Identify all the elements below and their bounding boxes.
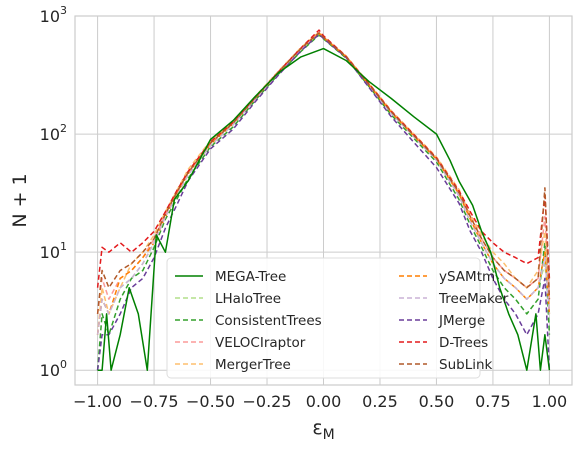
x-tick-label: 1.00 [532, 392, 568, 411]
x-tick-label: −0.50 [186, 392, 235, 411]
x-tick-labels: −1.00 −0.75 −0.50 −0.25 0.00 0.25 0.50 0.75 1.00 [73, 392, 567, 411]
x-tick-label: 0.25 [362, 392, 398, 411]
legend-label: TreeMaker [438, 291, 509, 307]
x-tick-label: 0.50 [419, 392, 455, 411]
legend: MEGA-Tree LHaloTree ConsistentTrees VELOCIr… [166, 257, 509, 379]
y-tick-base: 10 [40, 7, 60, 26]
y-tick-base: 10 [40, 361, 60, 380]
y-tick-label: 103 [40, 4, 67, 26]
y-tick-exponent: 2 [60, 122, 67, 135]
y-tick-base: 10 [40, 125, 60, 144]
legend-label: MEGA-Tree [215, 269, 286, 285]
y-tick-label: 100 [40, 358, 67, 380]
series-line-d-trees [96, 29, 551, 288]
series-line-consistenttrees [96, 34, 551, 371]
legend-label: ConsistentTrees [215, 313, 322, 329]
legend-label: SubLink [439, 357, 493, 373]
legend-label: VELOCIraptor [215, 335, 306, 351]
x-axis-label: εM [312, 417, 334, 443]
y-tick-base: 10 [40, 243, 60, 262]
x-tick-label: −0.75 [130, 392, 179, 411]
x-tick-label: 0.75 [475, 392, 511, 411]
legend-label: LHaloTree [215, 291, 281, 307]
legend-label: JMerge [438, 313, 485, 329]
y-tick-label: 101 [40, 240, 67, 262]
y-tick-exponent: 3 [60, 4, 67, 17]
x-axis-label-main: ε [312, 417, 322, 439]
y-tick-exponent: 1 [60, 240, 67, 253]
y-tick-label: 102 [40, 122, 67, 144]
plot-frame [74, 15, 573, 386]
legend-label: MergerTree [215, 357, 291, 373]
legend-label: ySAMtm [439, 269, 495, 285]
legend-box [166, 257, 481, 379]
series-layer [96, 29, 551, 371]
y-tick-exponent: 0 [60, 358, 67, 371]
series-line-mega-tree [97, 47, 551, 371]
x-tick-label: 0.00 [306, 392, 342, 411]
x-tick-label: −0.25 [243, 392, 292, 411]
series-line-sublink [96, 32, 551, 314]
x-axis-label-subscript: M [323, 427, 335, 443]
x-tick-label: −1.00 [73, 392, 122, 411]
legend-label: D-Trees [439, 335, 488, 351]
y-axis-label: N + 1 [9, 173, 31, 227]
